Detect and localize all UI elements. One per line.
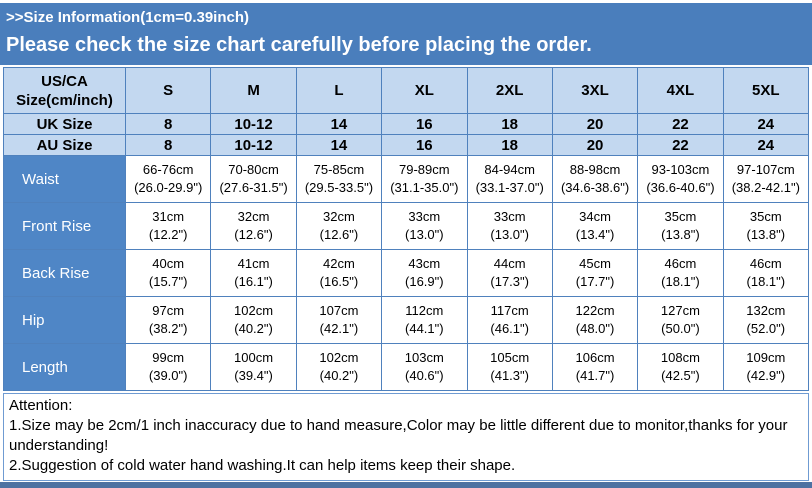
- measurement-cell: 70-80cm (27.6-31.5"): [210, 155, 297, 203]
- size-value-cell: 22: [637, 113, 724, 135]
- measurement-cell: 45cm (17.7"): [551, 249, 639, 297]
- measurement-cell: 109cm (42.9"): [722, 343, 810, 391]
- size-value-cell: 16: [381, 134, 468, 156]
- size-value-cell: 10-12: [210, 113, 297, 135]
- measurement-cell: 97cm (38.2"): [124, 296, 212, 344]
- measurement-cell: 88-98cm (34.6-38.6"): [551, 155, 639, 203]
- measurement-cell: 79-89cm (31.1-35.0"): [381, 155, 468, 203]
- measurement-cell: 75-85cm (29.5-33.5"): [295, 155, 383, 203]
- size-value-cell: 10-12: [210, 134, 297, 156]
- size-value-cell: 16: [381, 113, 468, 135]
- measurement-cell: 66-76cm (26.0-29.9"): [124, 155, 212, 203]
- measurement-cell: 35cm (13.8"): [637, 202, 724, 250]
- size-value-cell: 18: [466, 134, 553, 156]
- size-column-header: XL: [381, 67, 468, 114]
- measurement-cell: 105cm (41.3"): [466, 343, 553, 391]
- measurement-cell: 100cm (39.4"): [210, 343, 297, 391]
- row-label: Hip: [3, 296, 126, 344]
- measurement-cell: 102cm (40.2"): [295, 343, 383, 391]
- size-column-header: M: [210, 67, 297, 114]
- measurement-cell: 108cm (42.5"): [637, 343, 724, 391]
- size-chart-header: US/CA Size(cm/inch) S M L XL 2XL 3XL 4XL 5XL: [3, 67, 810, 114]
- measurement-cell: 106cm (41.7"): [551, 343, 639, 391]
- measurement-cell: 103cm (40.6"): [381, 343, 468, 391]
- attention-heading: Attention:: [9, 397, 73, 414]
- measurement-cell: 31cm (12.2"): [124, 202, 212, 250]
- measurement-cell: 32cm (12.6"): [210, 202, 297, 250]
- table-row-back-rise: Back Rise 40cm (15.7") 41cm (16.1") 42cm (1…: [3, 249, 810, 297]
- measurement-cell: 107cm (42.1"): [295, 296, 383, 344]
- size-value-cell: 20: [551, 134, 639, 156]
- measurement-cell: 112cm (44.1"): [381, 296, 468, 344]
- measurement-cell: 44cm (17.3"): [466, 249, 553, 297]
- row-label: Length: [3, 343, 126, 391]
- row-label: UK Size: [3, 113, 126, 135]
- size-chart-warning: Please check the size chart carefully be…: [6, 34, 592, 56]
- measurement-cell: 99cm (39.0"): [124, 343, 212, 391]
- size-chart-table: US/CA Size(cm/inch) S M L XL 2XL 3XL 4XL 5XL UK …: [3, 67, 810, 391]
- measurement-cell: 41cm (16.1"): [210, 249, 297, 297]
- table-corner-header: US/CA Size(cm/inch): [3, 67, 126, 114]
- measurement-cell: 46cm (18.1"): [722, 249, 810, 297]
- attention-section: Attention: 1.Size may be 2cm/1 inch inac…: [3, 393, 809, 481]
- attention-note-1: 1.Size may be 2cm/1 inch inaccuracy due …: [9, 417, 788, 454]
- size-value-cell: 18: [466, 113, 553, 135]
- measurement-cell: 132cm (52.0"): [722, 296, 810, 344]
- size-value-cell: 8: [124, 113, 212, 135]
- measurement-cell: 43cm (16.9"): [381, 249, 468, 297]
- row-label: Front Rise: [3, 202, 126, 250]
- measurement-cell: 40cm (15.7"): [124, 249, 212, 297]
- size-column-header: 5XL: [722, 67, 810, 114]
- size-value-cell: 24: [722, 113, 810, 135]
- measurement-cell: 33cm (13.0"): [466, 202, 553, 250]
- measurement-cell: 127cm (50.0"): [637, 296, 724, 344]
- attention-note-2: 2.Suggestion of cold water hand washing.…: [9, 457, 516, 474]
- size-value-cell: 14: [295, 113, 383, 135]
- size-column-header: 2XL: [466, 67, 553, 114]
- table-row-hip: Hip 97cm (38.2") 102cm (40.2") 107cm (42.1"…: [3, 296, 810, 344]
- measurement-cell: 122cm (48.0"): [551, 296, 639, 344]
- table-row-au-size: AU Size 8 10-12 14 16 18 20 22 24: [3, 134, 810, 156]
- size-column-header: 3XL: [551, 67, 639, 114]
- size-value-cell: 24: [722, 134, 810, 156]
- size-column-header: L: [295, 67, 383, 114]
- size-column-header: S: [124, 67, 212, 114]
- table-row-length: Length 99cm (39.0") 100cm (39.4") 102cm (40…: [3, 343, 810, 391]
- header-row: US/CA Size(cm/inch) S M L XL 2XL 3XL 4XL 5XL: [3, 67, 810, 114]
- row-label: Waist: [3, 155, 126, 203]
- table-row-uk-size: UK Size 8 10-12 14 16 18 20 22 24: [3, 113, 810, 135]
- size-value-cell: 8: [124, 134, 212, 156]
- measurement-cell: 42cm (16.5"): [295, 249, 383, 297]
- row-label: AU Size: [3, 134, 126, 156]
- measurement-cell: 97-107cm (38.2-42.1"): [722, 155, 810, 203]
- measurement-cell: 102cm (40.2"): [210, 296, 297, 344]
- measurement-cell: 46cm (18.1"): [637, 249, 724, 297]
- measurement-cell: 33cm (13.0"): [381, 202, 468, 250]
- size-value-cell: 14: [295, 134, 383, 156]
- size-info-banner: >>Size Information(1cm=0.39inch) Please …: [0, 3, 812, 65]
- measurement-cell: 34cm (13.4"): [551, 202, 639, 250]
- size-value-cell: 20: [551, 113, 639, 135]
- size-value-cell: 22: [637, 134, 724, 156]
- size-info-title: >>Size Information(1cm=0.39inch): [6, 9, 249, 26]
- row-label: Back Rise: [3, 249, 126, 297]
- measurement-cell: 93-103cm (36.6-40.6"): [637, 155, 724, 203]
- measurement-cell: 35cm (13.8"): [722, 202, 810, 250]
- size-column-header: 4XL: [637, 67, 724, 114]
- measurement-cell: 32cm (12.6"): [295, 202, 383, 250]
- bottom-banner-strip: [0, 482, 812, 488]
- table-row-front-rise: Front Rise 31cm (12.2") 32cm (12.6") 32cm (…: [3, 202, 810, 250]
- table-row-waist: Waist 66-76cm (26.0-29.9") 70-80cm (27.6-3…: [3, 155, 810, 203]
- size-chart-body: UK Size 8 10-12 14 16 18 20 22 24 AU Size 8 10-12 14…: [3, 113, 810, 391]
- measurement-cell: 84-94cm (33.1-37.0"): [466, 155, 553, 203]
- measurement-cell: 117cm (46.1"): [466, 296, 553, 344]
